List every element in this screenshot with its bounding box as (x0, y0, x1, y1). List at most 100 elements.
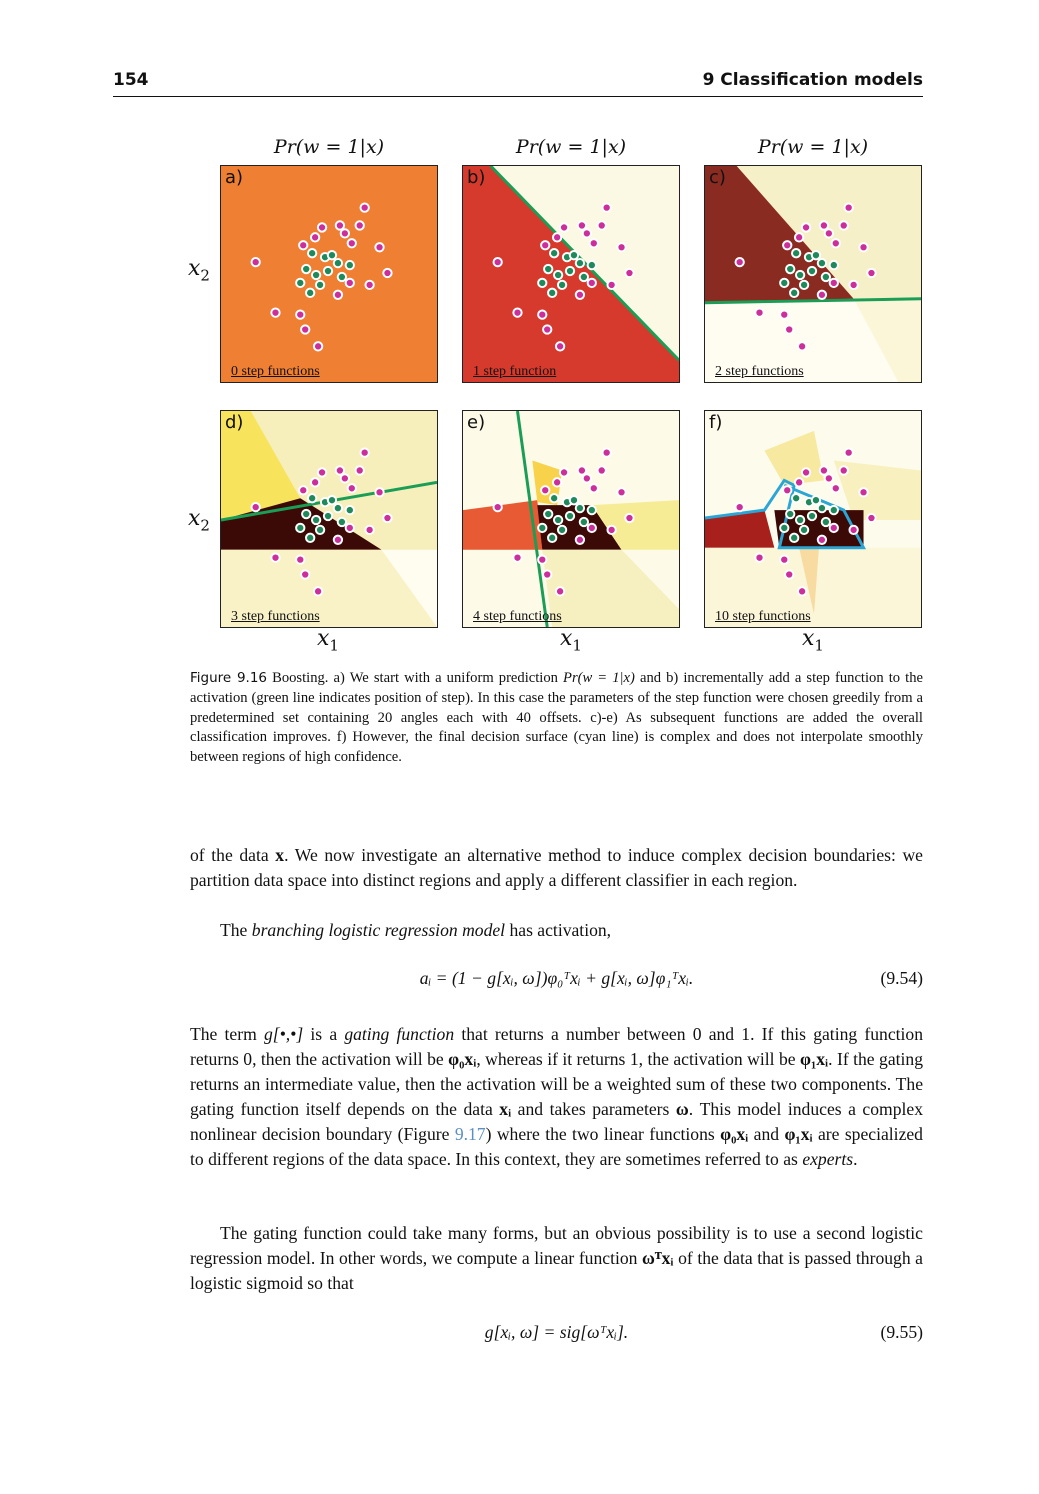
data-point-class-0 (382, 512, 393, 524)
data-point-class-1 (794, 514, 806, 526)
data-point-class-0 (823, 228, 835, 239)
data-point-class-1 (547, 287, 558, 298)
data-point-class-1 (810, 250, 822, 261)
data-point-class-0 (581, 228, 593, 239)
data-point-class-0 (606, 279, 617, 291)
data-point-class-1 (344, 504, 355, 516)
data-point-class-0 (754, 307, 765, 318)
figure-caption: Figure 9.16 Boosting. a) We start with a… (190, 670, 923, 766)
data-point-class-1 (344, 259, 355, 271)
data-point-class-0 (295, 309, 306, 320)
figure-9-16: Pr(w = 1|x) Pr(w = 1|x) Pr(w = 1|x) x2 x… (180, 128, 940, 658)
panel-e-plot (463, 411, 679, 627)
data-point-class-0 (309, 477, 321, 488)
data-point-class-1 (820, 271, 832, 283)
data-point-class-1 (301, 508, 312, 520)
data-point-class-0 (359, 202, 370, 213)
data-point-class-0 (793, 232, 805, 243)
data-point-class-0 (616, 487, 627, 498)
data-point-class-0 (576, 220, 588, 231)
data-point-class-0 (332, 289, 344, 300)
paragraph-1: of the data x. We now investigate an alt… (190, 845, 923, 890)
data-point-class-0 (298, 485, 309, 496)
data-point-class-0 (793, 477, 805, 488)
data-point-class-1 (789, 532, 800, 543)
data-point-class-0 (734, 501, 745, 513)
data-point-class-1 (794, 269, 806, 281)
data-point-class-1 (568, 250, 580, 261)
data-point-class-1 (789, 287, 800, 298)
data-point-class-0 (339, 228, 351, 239)
data-point-class-0 (374, 487, 385, 498)
data-point-class-0 (606, 524, 617, 536)
data-point-class-1 (322, 510, 334, 522)
running-header: 154 9 Classification models (113, 68, 923, 97)
data-point-class-0 (551, 477, 563, 488)
data-point-class-1 (556, 279, 568, 291)
data-point-class-1 (307, 493, 318, 504)
data-point-class-1 (785, 508, 796, 520)
data-point-class-1 (806, 265, 818, 277)
panel-c: c) 2 step functions (704, 165, 922, 383)
figure-link[interactable]: 9.17 (454, 1124, 486, 1144)
data-point-class-1 (326, 495, 338, 506)
data-point-class-0 (843, 202, 854, 213)
data-point-class-0 (316, 222, 328, 233)
data-point-class-1 (779, 277, 790, 289)
data-point-class-1 (305, 287, 316, 298)
data-point-class-0 (782, 485, 793, 496)
data-point-class-1 (828, 504, 839, 516)
data-point-class-0 (866, 512, 877, 524)
panel-a-plot (221, 166, 437, 382)
data-point-class-0 (800, 222, 812, 233)
data-point-class-0 (298, 240, 309, 251)
data-point-class-0 (734, 256, 745, 268)
data-point-class-0 (830, 238, 841, 249)
data-point-class-1 (549, 248, 560, 259)
panel-label-e: e) (467, 412, 486, 433)
data-point-class-1 (552, 269, 564, 281)
data-point-class-0 (616, 242, 627, 253)
data-point-class-1 (305, 532, 316, 543)
data-point-class-0 (818, 465, 830, 476)
page-number: 154 (113, 70, 149, 90)
data-point-class-1 (549, 493, 560, 504)
data-point-class-0 (492, 501, 503, 513)
data-point-class-0 (800, 467, 812, 478)
data-point-class-0 (558, 222, 570, 233)
data-point-class-1 (568, 495, 580, 506)
x-axis-label-2: x1 (560, 626, 582, 655)
data-point-class-1 (791, 493, 802, 504)
data-point-class-0 (558, 467, 570, 478)
panel-d: d) 3 step functions (220, 410, 438, 628)
data-point-class-1 (314, 279, 326, 291)
data-point-class-1 (556, 524, 568, 536)
data-point-class-0 (551, 232, 563, 243)
data-point-class-1 (816, 257, 828, 269)
data-point-class-1 (332, 502, 344, 514)
data-point-class-0 (312, 586, 324, 597)
equation-number: (9.54) (880, 968, 923, 988)
panel-steps-a: 0 step functions (231, 364, 320, 379)
data-point-class-0 (782, 240, 793, 251)
panel-steps-c: 2 step functions (715, 364, 804, 379)
data-point-class-1 (314, 524, 326, 536)
data-point-class-0 (554, 341, 566, 352)
data-point-class-0 (346, 483, 357, 494)
data-point-class-1 (816, 502, 828, 514)
y-axis-label-bottom: x2 (188, 506, 210, 535)
paragraph-3: The term g[•,•] is a gating function tha… (190, 1024, 924, 1169)
data-point-class-1 (295, 277, 306, 289)
paragraph-4: The gating function could take many form… (190, 1223, 923, 1293)
data-point-class-0 (344, 277, 355, 289)
data-point-class-0 (843, 447, 854, 458)
figure-label: Figure 9.16 (190, 670, 268, 686)
data-point-class-0 (596, 220, 607, 231)
data-point-class-0 (270, 552, 281, 563)
panel-steps-f: 10 step functions (715, 609, 811, 624)
data-point-class-1 (543, 508, 554, 520)
x-axis-label-1: x1 (317, 626, 339, 655)
data-point-class-0 (586, 277, 597, 289)
x-axis-label-3: x1 (802, 626, 824, 655)
panel-steps-e: 4 step functions (473, 609, 562, 624)
